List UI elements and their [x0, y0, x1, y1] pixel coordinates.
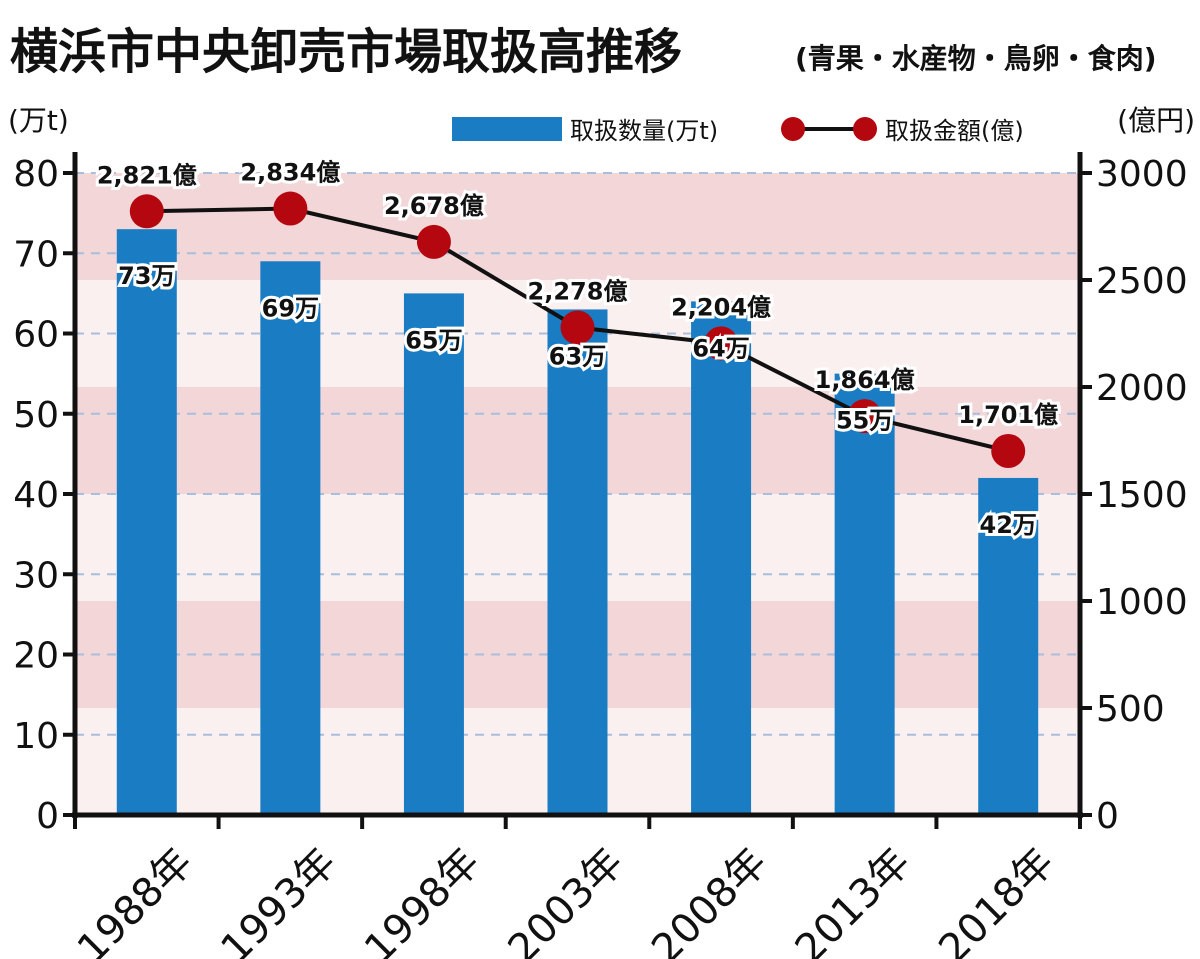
- right-tick-label: 1000: [1096, 582, 1188, 623]
- chart-subtitle: (青果・水産物・鳥卵・食肉): [795, 42, 1157, 75]
- bar-value-label: 69万: [262, 294, 319, 322]
- background-band: [75, 173, 1080, 280]
- bar: [260, 261, 321, 815]
- left-tick-label: 30: [13, 555, 59, 596]
- line-value-label: 1,701億: [958, 401, 1058, 429]
- left-tick-label: 60: [13, 315, 59, 356]
- x-tick-label: 2018年: [930, 839, 1063, 959]
- right-tick-label: 3000: [1096, 154, 1188, 195]
- bar: [547, 309, 608, 815]
- line-point: [560, 310, 595, 345]
- line-point: [991, 433, 1026, 468]
- x-tick-label: 2003年: [500, 839, 633, 959]
- line-value-label: 2,834億: [240, 159, 340, 187]
- right-tick-label: 500: [1096, 689, 1165, 730]
- left-tick-label: 50: [13, 395, 59, 436]
- left-axis-label: (万t): [8, 104, 69, 137]
- line-point: [129, 194, 164, 229]
- legend-bar-label: 取扱数量(万t): [570, 117, 718, 145]
- left-tick-label: 40: [13, 475, 59, 516]
- bar: [116, 229, 177, 816]
- x-tick-label: 1998年: [356, 839, 489, 959]
- legend-bar-swatch: [452, 117, 562, 141]
- right-tick-label: 2000: [1096, 368, 1188, 409]
- bar: [978, 477, 1039, 815]
- left-tick-label: 80: [13, 154, 59, 195]
- right-tick-label: 0: [1096, 796, 1119, 837]
- left-tick-label: 10: [13, 716, 59, 757]
- legend-line-marker: [781, 117, 805, 141]
- bar-value-label: 73万: [118, 262, 175, 290]
- line-value-label: 2,821億: [97, 161, 197, 189]
- legend-line-label: 取扱金額(億): [885, 117, 1024, 145]
- x-tick-label: 2008年: [643, 839, 776, 959]
- bar-value-label: 63万: [549, 342, 606, 370]
- bar-value-label: 55万: [836, 407, 893, 435]
- line-point: [416, 224, 451, 259]
- line-value-label: 2,278億: [528, 278, 628, 306]
- bar-value-label: 65万: [405, 326, 462, 354]
- right-tick-label: 1500: [1096, 475, 1188, 516]
- x-tick-label: 2013年: [787, 839, 920, 959]
- left-tick-label: 20: [13, 636, 59, 677]
- line-point: [704, 326, 739, 361]
- left-tick-label: 70: [13, 234, 59, 275]
- chart-title: 横浜市中央卸売市場取扱高推移: [10, 24, 682, 80]
- right-tick-label: 2500: [1096, 261, 1188, 302]
- bar-value-label: 64万: [692, 334, 749, 362]
- bar-value-label: 42万: [980, 511, 1037, 539]
- line-point: [847, 399, 882, 434]
- legend-line-marker: [853, 117, 877, 141]
- line-value-label: 1,864億: [815, 366, 915, 394]
- bar: [834, 373, 895, 815]
- bar: [691, 301, 752, 815]
- left-tick-label: 0: [36, 796, 59, 837]
- line-value-label: 2,678億: [384, 192, 484, 220]
- bar: [403, 293, 464, 815]
- x-tick-label: 1988年: [69, 839, 202, 959]
- line-point: [273, 191, 308, 226]
- legend: 取扱数量(万t) 取扱金額(億): [452, 117, 1024, 145]
- right-axis-label: (億円): [1117, 104, 1195, 137]
- line-value-label: 2,204億: [671, 293, 771, 321]
- x-tick-label: 1993年: [212, 839, 345, 959]
